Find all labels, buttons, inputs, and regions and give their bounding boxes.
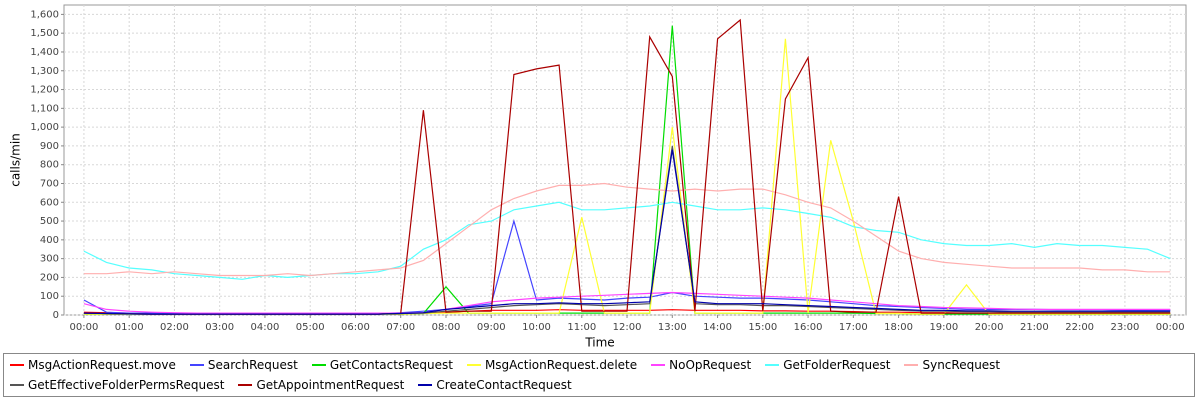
legend: MsgActionRequest.move SearchRequest GetCon… bbox=[3, 353, 1195, 397]
x-tick-label: 03:00 bbox=[205, 322, 234, 333]
legend-swatch bbox=[466, 364, 481, 366]
x-tick-label: 01:00 bbox=[115, 322, 144, 333]
plot-area bbox=[63, 4, 1187, 316]
legend-item: SyncRequest bbox=[904, 357, 1000, 373]
x-tick-label: 09:00 bbox=[477, 322, 506, 333]
x-tick-label: 15:00 bbox=[748, 322, 777, 333]
legend-swatch bbox=[904, 364, 919, 366]
x-tick-label: 11:00 bbox=[567, 322, 596, 333]
legend-swatch bbox=[10, 364, 24, 366]
legend-item: NoOpRequest bbox=[651, 357, 751, 373]
x-tick-label: 00:00 bbox=[70, 322, 99, 333]
legend-swatch bbox=[311, 364, 326, 366]
legend-label: SyncRequest bbox=[922, 358, 1001, 372]
legend-label: MsgActionRequest.move bbox=[28, 358, 176, 372]
x-tick-label: 08:00 bbox=[432, 322, 461, 333]
y-tick-label: 500 bbox=[40, 216, 59, 227]
legend-swatch bbox=[189, 364, 204, 366]
x-tick-label: 00:00 bbox=[1156, 322, 1185, 333]
legend-item: CreateContactRequest bbox=[418, 377, 572, 393]
legend-item: GetFolderRequest bbox=[765, 357, 890, 373]
legend-label: MsgActionRequest.delete bbox=[484, 358, 638, 372]
legend-label: NoOpRequest bbox=[669, 358, 752, 372]
legend-label: SearchRequest bbox=[207, 358, 298, 372]
chart: Time calls/min 0 100 200 300 400 500 600 700 800… bbox=[9, 4, 1187, 350]
x-tick-label: 05:00 bbox=[296, 322, 325, 333]
x-tick-label: 19:00 bbox=[929, 322, 958, 333]
series-line bbox=[83, 182, 1171, 277]
x-tick-label: 21:00 bbox=[1020, 322, 1049, 333]
y-tick-label: 1,100 bbox=[30, 103, 59, 114]
y-tick-label: 1,300 bbox=[30, 66, 59, 77]
y-tick-label: 300 bbox=[40, 254, 59, 265]
y-tick-label: 1,500 bbox=[30, 28, 59, 39]
legend-label: GetContactsRequest bbox=[329, 358, 453, 372]
x-tick-label: 20:00 bbox=[975, 322, 1004, 333]
legend-swatch bbox=[238, 384, 253, 386]
y-tick-label: 1,400 bbox=[30, 47, 59, 58]
legend-label: GetEffectiveFolderPermsRequest bbox=[28, 378, 225, 392]
x-tick-label: 22:00 bbox=[1065, 322, 1094, 333]
x-tick-label: 12:00 bbox=[613, 322, 642, 333]
y-tick-label: 0 bbox=[53, 310, 59, 321]
x-tick-label: 14:00 bbox=[703, 322, 732, 333]
legend-item: GetContactsRequest bbox=[311, 357, 453, 373]
legend-item: MsgActionRequest.delete bbox=[466, 357, 638, 373]
y-tick-label: 1,000 bbox=[30, 122, 59, 133]
y-tick-label: 100 bbox=[40, 291, 59, 302]
x-axis-label: Time bbox=[584, 336, 614, 350]
x-tick-label: 06:00 bbox=[341, 322, 370, 333]
legend-swatch bbox=[765, 364, 780, 366]
x-tick-label: 02:00 bbox=[160, 322, 189, 333]
x-tick-label: 07:00 bbox=[386, 322, 415, 333]
legend-swatch bbox=[651, 364, 666, 366]
x-tick-label: 18:00 bbox=[884, 322, 913, 333]
y-tick-label: 1,600 bbox=[30, 9, 59, 20]
y-tick-label: 200 bbox=[40, 272, 59, 283]
legend-swatch bbox=[10, 384, 24, 386]
legend-item: MsgActionRequest.move bbox=[10, 357, 176, 373]
y-axis-label: calls/min bbox=[9, 133, 23, 187]
x-tick-label: 16:00 bbox=[794, 322, 823, 333]
legend-label: CreateContactRequest bbox=[436, 378, 572, 392]
x-tick-label: 13:00 bbox=[658, 322, 687, 333]
y-tick-label: 600 bbox=[40, 197, 59, 208]
y-tick-label: 800 bbox=[40, 160, 59, 171]
y-tick-label: 900 bbox=[40, 141, 59, 152]
legend-item: GetEffectiveFolderPermsRequest bbox=[10, 377, 224, 393]
series-line bbox=[83, 149, 1171, 315]
y-tick-label: 1,200 bbox=[30, 85, 59, 96]
y-tick-label: 700 bbox=[40, 178, 59, 189]
x-tick-label: 10:00 bbox=[522, 322, 551, 333]
x-tick-label: 17:00 bbox=[839, 322, 868, 333]
legend-label: GetAppointmentRequest bbox=[256, 378, 405, 392]
y-tick-label: 400 bbox=[40, 235, 59, 246]
series-line bbox=[83, 291, 1171, 314]
legend-item: GetAppointmentRequest bbox=[238, 377, 404, 393]
legend-swatch bbox=[418, 384, 433, 386]
x-tick-label: 23:00 bbox=[1110, 322, 1139, 333]
x-tick-label: 04:00 bbox=[251, 322, 280, 333]
legend-item: SearchRequest bbox=[189, 357, 298, 373]
legend-label: GetFolderRequest bbox=[783, 358, 891, 372]
